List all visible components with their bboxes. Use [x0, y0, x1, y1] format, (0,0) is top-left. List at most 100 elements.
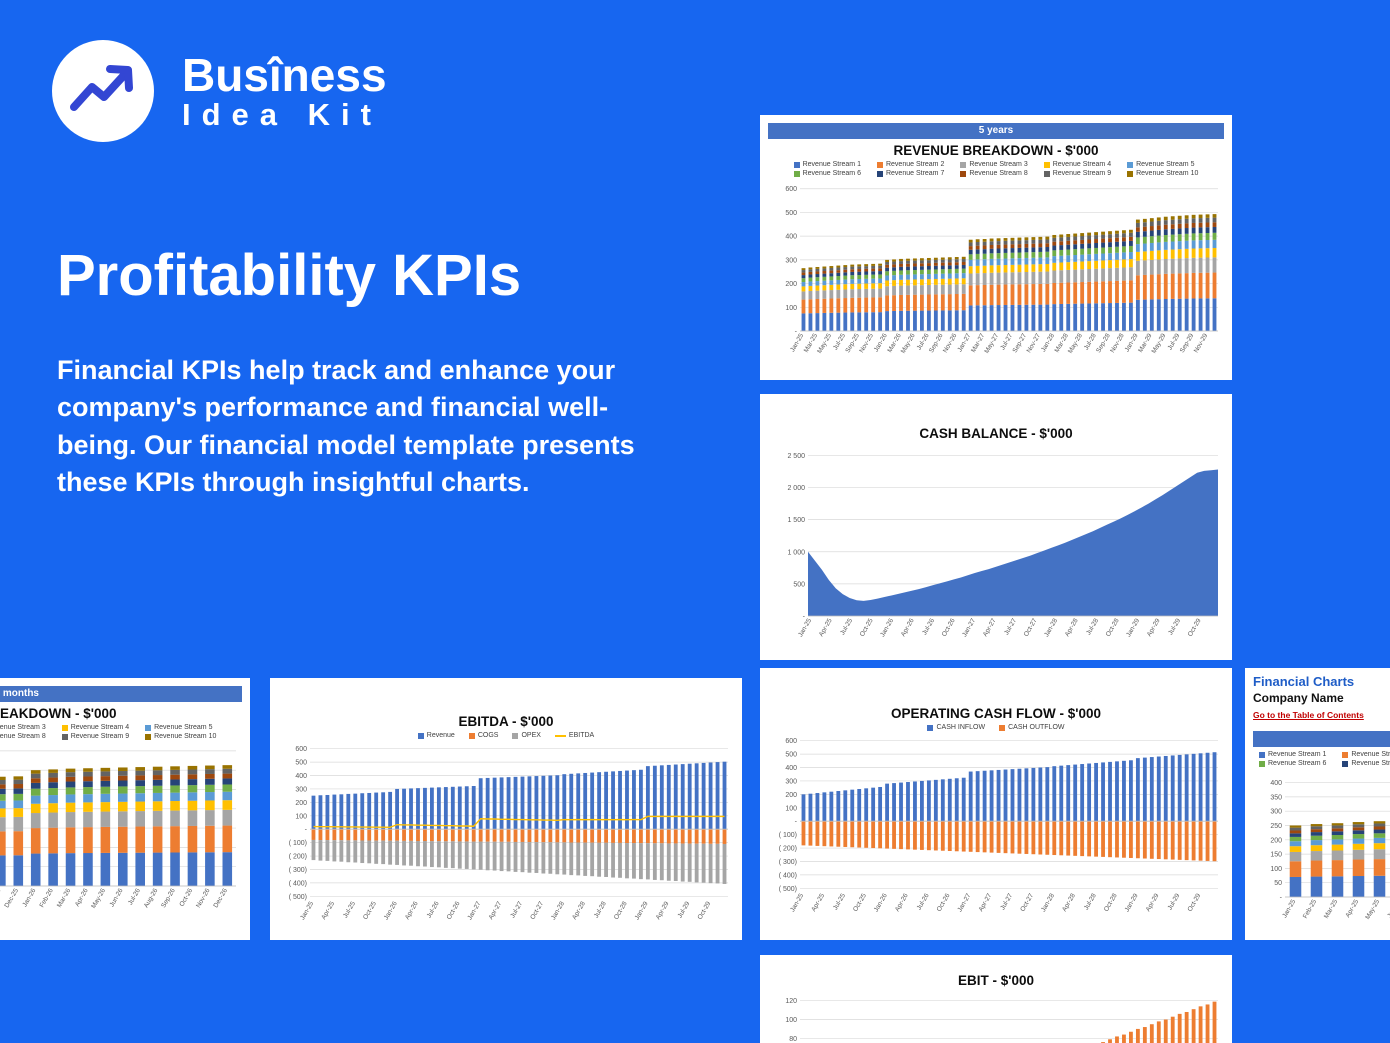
- legend-item: EBITDA: [554, 732, 594, 739]
- svg-text:Jan-26: Jan-26: [383, 900, 399, 921]
- svg-text:Jul-29: Jul-29: [676, 900, 691, 919]
- svg-text:( 100): ( 100): [289, 840, 307, 847]
- svg-text:Apr-26: Apr-26: [404, 900, 420, 921]
- svg-text:100: 100: [785, 1017, 797, 1024]
- svg-text:300: 300: [785, 257, 797, 264]
- brand: Busîness Idea Kit: [52, 40, 387, 142]
- legend-item: Revenue Stream 9: [61, 733, 129, 740]
- svg-text:May-26: May-26: [900, 332, 917, 355]
- legend-marker: [417, 732, 424, 739]
- legend-marker: [999, 724, 1006, 731]
- chart-legend: CASH INFLOW CASH OUTFLOW: [774, 724, 1218, 731]
- legend-item: Revenue Stream 2: [876, 161, 945, 168]
- legend-label: Revenue Stream 4: [1052, 161, 1112, 168]
- legend-item: Revenue Stream 5: [1127, 161, 1198, 168]
- legend-item: Revenue Stream 3: [0, 724, 46, 731]
- legend-label: Revenue Stream 2: [885, 161, 945, 168]
- svg-text:Jan-26: Jan-26: [873, 892, 889, 913]
- svg-text:Oct-28: Oct-28: [1103, 892, 1119, 913]
- svg-text:2 000: 2 000: [787, 485, 805, 492]
- legend-item: Revenue Stream 1: [793, 161, 861, 168]
- svg-text:Apr-27: Apr-27: [487, 900, 503, 921]
- svg-text:500: 500: [785, 752, 797, 759]
- svg-text:Oct-27: Oct-27: [1023, 617, 1039, 638]
- svg-text:( 400): ( 400): [779, 872, 797, 879]
- revenue-breakdown-5y-card: 5 years REVENUE BREAKDOWN - $'000 Revenu…: [760, 115, 1232, 380]
- legend-label: Revenue Stream 2: [1351, 751, 1390, 758]
- svg-text:-: -: [795, 819, 798, 826]
- chart-legend: Revenue Stream 1 Revenue Stream 2 Revenue …: [774, 161, 1218, 177]
- svg-text:Jan-29: Jan-29: [1124, 892, 1140, 913]
- legend-marker: [1342, 751, 1349, 758]
- svg-text:Apr-29: Apr-29: [1146, 617, 1162, 638]
- svg-text:350: 350: [1270, 794, 1282, 801]
- svg-text:( 500): ( 500): [289, 894, 307, 901]
- table-of-contents-link[interactable]: Go to the Table of Contents: [1253, 710, 1364, 720]
- legend-marker: [1259, 751, 1265, 758]
- legend-label: CASH INFLOW: [936, 724, 986, 731]
- period-badge: 24 months: [0, 686, 242, 702]
- svg-text:( 200): ( 200): [289, 854, 307, 861]
- svg-text:Jun-26: Jun-26: [109, 887, 125, 908]
- svg-text:Dec-26: Dec-26: [212, 887, 229, 909]
- legend-item: Revenue Stream 8: [960, 170, 1028, 177]
- company-name: Company Name: [1253, 691, 1344, 705]
- svg-text:80: 80: [789, 1036, 797, 1043]
- chart-legend: Revenue Stream 1 Revenue Stream 2 Revenue …: [1259, 751, 1390, 767]
- legend-marker: [61, 724, 68, 731]
- svg-text:600: 600: [785, 186, 797, 193]
- svg-text:600: 600: [785, 738, 797, 745]
- trend-arrow-icon: [70, 65, 133, 111]
- legend-label: COGS: [477, 732, 499, 739]
- svg-text:1 500: 1 500: [787, 517, 805, 524]
- svg-text:Jul-28: Jul-28: [1083, 892, 1098, 911]
- legend-marker: [960, 161, 967, 168]
- svg-text:( 500): ( 500): [779, 886, 797, 893]
- svg-text:400: 400: [1270, 780, 1282, 787]
- legend-label: Revenue Stream 7: [1351, 760, 1390, 767]
- svg-text:Jan-28: Jan-28: [1043, 617, 1059, 638]
- ebitda-card: EBITDA - $'000 Revenue COGS OPEX EBITDA 600…: [270, 678, 742, 940]
- svg-text:Oct-27: Oct-27: [529, 900, 545, 921]
- financial-charts-title: Financial Charts: [1253, 674, 1355, 689]
- svg-text:( 300): ( 300): [289, 867, 307, 874]
- svg-text:Jan-28: Jan-28: [550, 900, 566, 921]
- svg-text:Jan-26: Jan-26: [879, 617, 895, 638]
- legend-label: Revenue Stream 4: [70, 724, 130, 731]
- svg-text:Oct-29: Oct-29: [1186, 892, 1202, 913]
- svg-text:Apr-25: Apr-25: [320, 900, 336, 921]
- legend-label: Revenue Stream 3: [969, 161, 1028, 168]
- svg-text:Jan-29: Jan-29: [1125, 617, 1141, 638]
- svg-text:Jul-28: Jul-28: [1085, 617, 1100, 636]
- svg-text:Nov-28: Nov-28: [1109, 332, 1126, 354]
- legend-label: Revenue Stream 9: [1052, 170, 1112, 177]
- svg-text:Jan-29: Jan-29: [634, 900, 650, 921]
- svg-text:400: 400: [785, 765, 797, 772]
- svg-text:Apr-25: Apr-25: [1344, 898, 1360, 919]
- svg-text:250: 250: [1270, 823, 1282, 830]
- ebit-card: EBIT - $'000 12010080604020-( 20)( 40)( …: [760, 955, 1232, 1043]
- chart-title: REVENUE BREAKDOWN - $'000: [0, 706, 117, 721]
- svg-text:-: -: [1280, 895, 1283, 902]
- svg-text:Jul-27: Jul-27: [509, 900, 524, 919]
- brand-name-line2: Idea Kit: [182, 96, 382, 132]
- svg-text:Oct-25: Oct-25: [859, 617, 875, 638]
- svg-text:Jul-26: Jul-26: [127, 887, 142, 906]
- legend-item: Revenue Stream 2: [1342, 751, 1390, 758]
- legend-item: Revenue Stream 1: [1259, 751, 1326, 758]
- chart-title: OPERATING CASH FLOW - $'000: [891, 706, 1101, 721]
- svg-text:100: 100: [1270, 866, 1282, 873]
- svg-text:Apr-29: Apr-29: [655, 900, 671, 921]
- legend-label: Revenue Stream 5: [1136, 161, 1195, 168]
- legend-item: Revenue Stream 4: [61, 724, 130, 731]
- svg-text:( 300): ( 300): [779, 859, 797, 866]
- chart-title: CASH BALANCE - $'000: [919, 426, 1073, 441]
- legend-marker: [145, 724, 152, 731]
- period-badge: 5 years: [768, 123, 1224, 139]
- svg-text:-: -: [795, 329, 798, 336]
- svg-text:Apr-25: Apr-25: [810, 892, 826, 913]
- svg-text:Oct-29: Oct-29: [1187, 617, 1203, 638]
- legend-marker: [1043, 161, 1050, 168]
- svg-text:Jul-27: Jul-27: [999, 892, 1014, 911]
- legend-item: Revenue Stream 10: [1127, 170, 1198, 177]
